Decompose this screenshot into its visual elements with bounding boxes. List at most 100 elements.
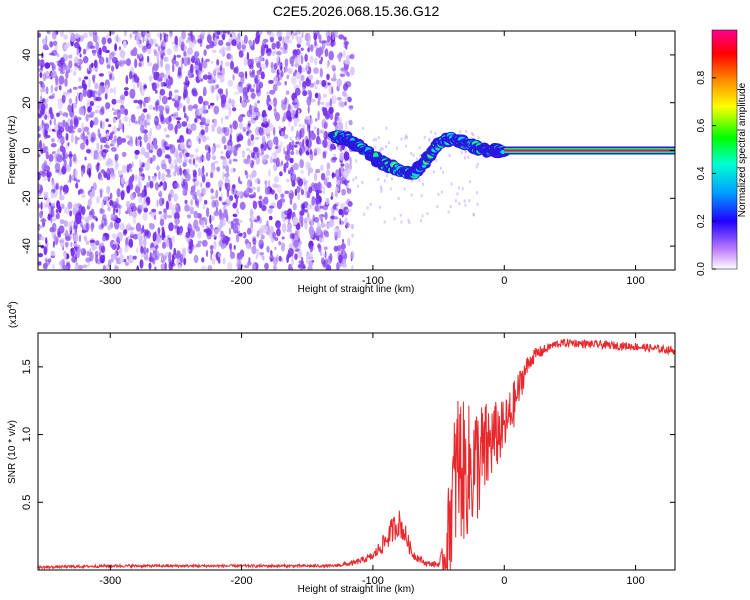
- noise-speck: [116, 127, 121, 132]
- noise-speck: [251, 160, 255, 166]
- noise-speck: [330, 143, 336, 150]
- noise-speck: [136, 32, 142, 40]
- noise-speck: [101, 199, 104, 210]
- noise-speck: [273, 256, 278, 266]
- noise-speck: [206, 151, 211, 161]
- noise-speck: [161, 95, 168, 105]
- noise-speck: [340, 163, 345, 167]
- noise-speck: [223, 144, 227, 150]
- noise-speck: [177, 264, 182, 269]
- noise-speck: [100, 137, 105, 143]
- colorbar-tick-label: 0.2: [696, 214, 707, 228]
- noise-speck: [50, 111, 54, 120]
- noise-speck: [125, 58, 131, 66]
- noise-speck: [316, 31, 320, 37]
- noise-speck: [362, 126, 365, 130]
- noise-speck: [236, 136, 240, 143]
- noise-speck: [80, 220, 83, 228]
- noise-speck: [114, 265, 119, 270]
- noise-speck: [217, 258, 221, 264]
- noise-speck: [201, 257, 205, 263]
- noise-speck: [323, 131, 327, 138]
- noise-speck: [89, 239, 96, 243]
- noise-speck: [255, 254, 258, 260]
- noise-speck: [374, 138, 377, 142]
- noise-speck: [76, 64, 81, 69]
- noise-speck: [280, 242, 286, 252]
- noise-speck: [131, 205, 137, 212]
- noise-speck: [159, 88, 166, 96]
- noise-speck: [63, 207, 70, 215]
- noise-speck: [157, 227, 161, 235]
- noise-speck: [109, 52, 115, 60]
- noise-speck: [302, 31, 305, 34]
- noise-speck: [196, 189, 201, 196]
- noise-speck: [224, 115, 229, 120]
- noise-speck: [308, 33, 311, 44]
- noise-speck: [464, 156, 466, 160]
- noise-speck: [216, 94, 219, 102]
- noise-speck: [88, 167, 92, 178]
- noise-speck: [245, 70, 248, 80]
- noise-speck: [118, 204, 122, 210]
- noise-speck: [273, 126, 276, 136]
- noise-speck: [338, 254, 343, 264]
- noise-speck: [284, 210, 289, 216]
- noise-speck: [320, 164, 324, 171]
- y-tick-label: 1.5: [21, 359, 33, 374]
- noise-speck: [235, 233, 240, 243]
- noise-speck: [272, 231, 276, 239]
- noise-speck: [296, 185, 301, 194]
- noise-speck: [148, 104, 153, 111]
- noise-speck: [232, 224, 239, 234]
- noise-speck: [111, 107, 115, 111]
- colorbar-tick-label: 0.0: [696, 262, 707, 276]
- noise-speck: [211, 123, 215, 133]
- noise-speck: [232, 184, 236, 189]
- noise-speck: [66, 92, 70, 96]
- noise-speck: [176, 117, 182, 121]
- noise-speck: [106, 64, 111, 69]
- noise-speck: [220, 60, 223, 67]
- x-tick-label: -200: [231, 275, 253, 287]
- noise-speck: [141, 201, 148, 209]
- noise-speck: [70, 241, 73, 248]
- noise-speck: [200, 167, 204, 178]
- spectrogram-x-ticks: -300 -200 -100 0 100: [99, 31, 645, 287]
- noise-speck: [134, 58, 138, 69]
- noise-speck: [391, 177, 393, 181]
- noise-speck: [158, 211, 162, 215]
- noise-speck: [405, 134, 408, 138]
- noise-speck: [271, 42, 276, 50]
- noise-speck: [341, 188, 346, 196]
- noise-speck: [250, 45, 255, 51]
- noise-speck: [74, 33, 80, 39]
- noise-speck: [92, 74, 95, 82]
- noise-speck: [243, 34, 248, 44]
- noise-speck: [324, 250, 327, 259]
- noise-speck: [275, 50, 282, 56]
- noise-speck: [299, 78, 302, 88]
- noise-speck: [322, 93, 328, 98]
- noise-speck: [320, 257, 325, 265]
- noise-speck: [125, 75, 129, 85]
- noise-speck: [309, 82, 314, 88]
- noise-speck: [105, 56, 109, 64]
- noise-speck: [289, 39, 292, 44]
- noise-speck: [76, 48, 80, 56]
- noise-speck: [463, 199, 466, 203]
- noise-speck: [138, 196, 143, 203]
- noise-speck: [79, 93, 83, 103]
- noise-speck: [344, 101, 347, 106]
- noise-speck: [107, 37, 112, 44]
- noise-speck: [185, 39, 191, 44]
- noise-speck: [205, 207, 210, 218]
- noise-speck: [290, 150, 295, 156]
- noise-speck: [239, 180, 243, 185]
- noise-speck: [126, 164, 130, 174]
- snr-multiplier-exponent: 4: [7, 305, 14, 309]
- noise-speck: [333, 227, 339, 233]
- noise-speck: [54, 162, 61, 172]
- noise-speck: [379, 205, 381, 209]
- noise-speck: [331, 64, 336, 69]
